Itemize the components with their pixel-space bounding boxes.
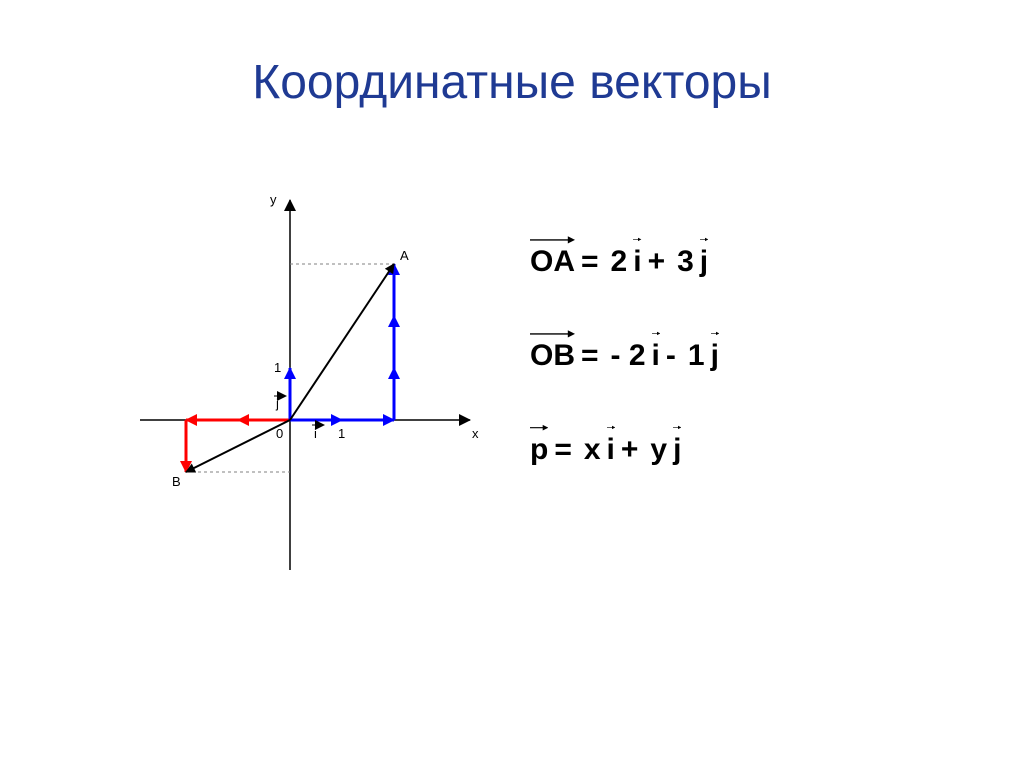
eq1-op2: + <box>648 235 666 279</box>
svg-text:1: 1 <box>274 360 281 375</box>
eq1-op: = <box>581 235 599 279</box>
eq1-t2: 3 <box>677 235 694 279</box>
eq2-v1: i <box>652 339 660 372</box>
eq3-v1: i <box>607 433 615 466</box>
eq1-t1: 2 <box>611 235 628 279</box>
eq2-t1: - 2 <box>611 329 646 373</box>
eq2-v2: j <box>711 339 719 372</box>
eq3-lhs: p <box>530 433 548 466</box>
eq2-t2: 1 <box>688 329 705 373</box>
eq1-lhs: OA <box>530 245 575 278</box>
svg-text:A: A <box>400 248 409 263</box>
svg-text:j: j <box>275 396 279 411</box>
svg-text:i: i <box>314 426 317 441</box>
eq2-lhs: OB <box>530 339 575 372</box>
page-title: Координатные векторы <box>0 55 1024 110</box>
svg-text:B: B <box>172 474 181 489</box>
eq2-op2: - <box>666 329 676 373</box>
equation-oa: OA = 2 i + 3 j <box>530 235 950 279</box>
equation-ob: OB = - 2 i - 1 j <box>530 329 950 373</box>
eq1-v1: i <box>633 245 641 278</box>
svg-text:0: 0 <box>276 426 283 441</box>
equations-block: OA = 2 i + 3 j OB = - 2 i - 1 j p = x i … <box>530 235 950 517</box>
eq3-t1: x <box>584 423 601 467</box>
eq3-t2: y <box>650 423 667 467</box>
eq3-op2: + <box>621 423 639 467</box>
eq3-v2: j <box>673 433 681 466</box>
eq3-op: = <box>554 423 572 467</box>
svg-text:x: x <box>472 426 479 441</box>
eq2-op: = <box>581 329 599 373</box>
svg-text:y: y <box>270 192 277 207</box>
svg-text:1: 1 <box>338 426 345 441</box>
eq1-v2: j <box>700 245 708 278</box>
coordinate-diagram: y x 0 1 1 A Bi j <box>120 190 500 590</box>
equation-p: p = x i + y j <box>530 423 950 467</box>
